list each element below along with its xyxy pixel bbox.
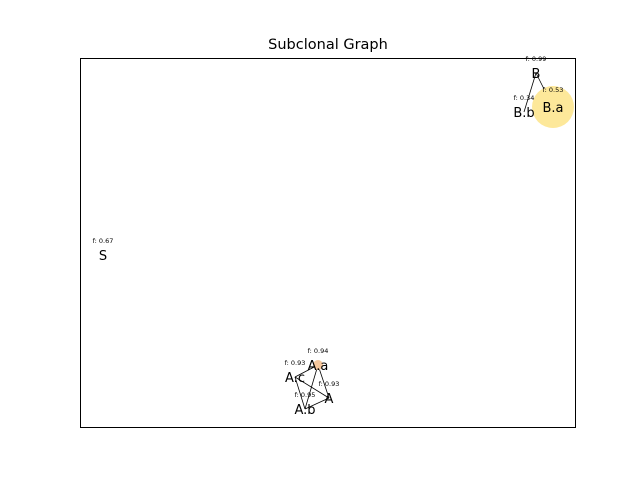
node-label: B.b bbox=[513, 106, 534, 121]
node-frequency-label: f: 0.94 bbox=[308, 347, 329, 355]
node-frequency-label: f: 0.95 bbox=[295, 391, 316, 399]
edge-B-B.b bbox=[523, 72, 537, 113]
node-label: A.a bbox=[308, 359, 329, 374]
node-label: A bbox=[325, 392, 334, 407]
node-frequency-label: f: 0.93 bbox=[285, 359, 306, 367]
edge-A.a-A bbox=[317, 364, 330, 399]
node-frequency-label: f: 0.53 bbox=[543, 86, 564, 94]
node-label: A.b bbox=[294, 403, 315, 418]
node-circle bbox=[532, 86, 574, 128]
node-frequency-label: f: 0.99 bbox=[526, 55, 547, 63]
node-circle bbox=[313, 360, 323, 370]
node-label: B bbox=[532, 67, 541, 82]
edge-layer bbox=[294, 72, 554, 410]
node-A.a: f: 0.94 A.a bbox=[308, 347, 329, 374]
node-B.b: f: 0.34 B.b bbox=[513, 94, 534, 121]
node-frequency-label: f: 0.93 bbox=[319, 380, 340, 388]
node-B.a: f: 0.53 B.a bbox=[532, 86, 574, 128]
edge-A.c-A.b bbox=[294, 376, 306, 410]
node-frequency-label: f: 0.67 bbox=[93, 237, 114, 245]
node-label: B.a bbox=[542, 101, 563, 116]
node-label: S bbox=[99, 249, 107, 264]
node-label: A.c bbox=[285, 371, 305, 386]
node-S: f: 0.67 S bbox=[93, 237, 114, 264]
graph-title: Subclonal Graph bbox=[268, 37, 388, 53]
node-A: f: 0.93 A bbox=[319, 380, 340, 407]
edge-A.c-A bbox=[294, 376, 330, 399]
node-B: f: 0.99 B bbox=[526, 55, 547, 82]
node-frequency-label: f: 0.34 bbox=[514, 94, 535, 102]
node-A.c: f: 0.93 A.c bbox=[285, 359, 306, 386]
edge-A.b-A bbox=[304, 397, 330, 410]
node-A.b: f: 0.95 A.b bbox=[294, 391, 315, 418]
node-layer: f: 0.99 Bf: 0.53 B.a f: 0.34 B.b f: 0.67 Sf: 0… bbox=[93, 55, 574, 418]
plot-frame bbox=[80, 58, 576, 428]
